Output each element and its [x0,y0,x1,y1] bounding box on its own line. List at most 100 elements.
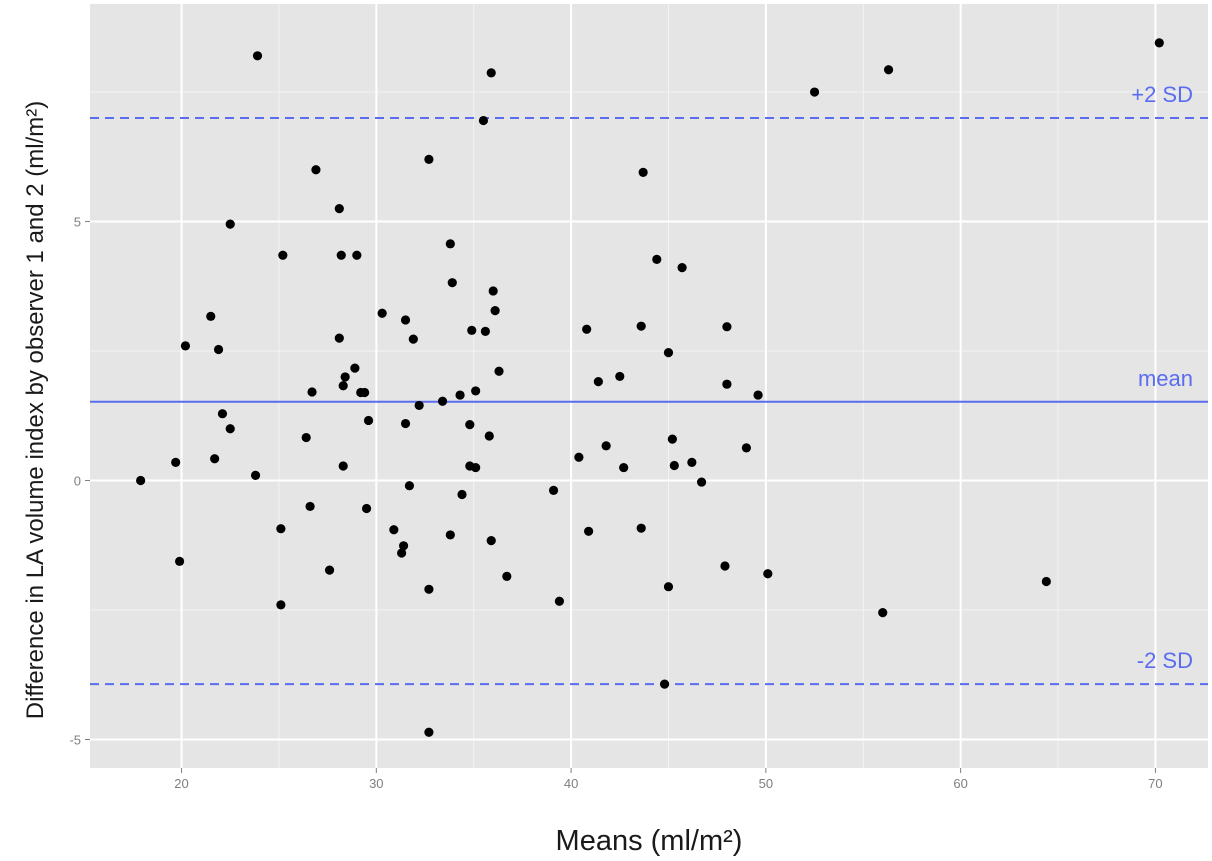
data-point [447,278,457,288]
data-point [352,250,362,260]
data-point [465,419,475,430]
data-point [663,582,674,592]
reference-label-mean: mean [1138,366,1193,391]
data-point [619,462,629,473]
x-tick-label: 50 [759,776,773,791]
data-point [389,525,399,535]
data-point [174,556,185,566]
data-point [741,443,751,453]
data-point [486,68,496,78]
data-point [424,584,434,594]
data-point [424,727,434,737]
data-point [663,347,674,358]
reference-label-minus-2-sd: -2 SD [1137,648,1193,673]
data-point [225,424,235,434]
data-point [687,457,697,467]
x-tick-label: 20 [174,776,188,791]
data-point [408,334,418,344]
data-point [398,541,409,551]
y-axis-ticks: 5 0 -5 [69,215,90,748]
data-point [307,387,317,397]
data-point [480,326,490,336]
data-point [400,315,411,325]
x-axis-ticks: 20 30 40 50 60 70 [174,768,1163,791]
data-point [225,219,235,229]
data-point [478,115,489,126]
data-point [809,87,820,97]
data-point [210,454,220,464]
data-point [659,679,670,689]
data-point [361,503,372,514]
data-point [404,481,415,491]
data-point [397,548,407,558]
data-point [883,65,894,75]
y-axis-title: Difference in LA volume index by observe… [22,101,49,720]
data-point [636,321,646,331]
data-point [424,154,434,164]
data-point [180,341,191,351]
data-point [502,571,512,581]
data-point [488,286,498,296]
data-point [311,165,321,175]
data-point [437,396,448,406]
plot-panel-background [90,4,1208,768]
data-point [276,524,286,534]
data-point [276,600,286,610]
data-point [677,263,687,273]
data-point [667,434,677,444]
data-point [696,477,707,487]
data-point [252,51,263,61]
data-point [350,363,360,373]
data-point [338,461,348,471]
data-point [554,596,565,606]
data-point [763,569,773,579]
data-point [301,432,311,443]
data-point [171,457,181,467]
data-point [722,322,732,332]
data-point [457,489,467,500]
data-point [574,452,584,462]
x-tick-label: 70 [1148,776,1162,791]
reference-lines: +2 SD mean -2 SD [90,82,1208,686]
data-point [638,167,648,177]
data-point [484,431,494,441]
x-tick-label: 40 [564,776,578,791]
data-point [490,306,500,316]
data-point [582,324,592,334]
x-axis-title: Means (ml/m²) [556,825,743,857]
x-tick-label: 60 [953,776,967,791]
data-point [636,523,646,533]
y-tick-label: 0 [74,474,81,489]
data-point [494,366,504,376]
data-point [652,254,662,264]
data-point [1154,38,1164,48]
data-point [445,530,455,540]
data-point [136,475,146,486]
data-point [455,390,465,400]
data-point [324,565,335,575]
data-point [471,386,481,396]
data-point [377,308,387,318]
data-point [878,608,888,618]
data-point [722,379,732,389]
data-point [669,460,679,471]
data-point [363,415,374,426]
data-point [1041,576,1051,587]
data-point [305,501,315,512]
data-point [615,371,625,382]
data-point [206,311,216,321]
data-point [720,561,730,571]
data-point [753,390,763,400]
data-point [334,333,344,343]
y-tick-label: -5 [69,733,81,748]
data-point [471,462,481,473]
data-point [250,470,261,480]
data-point [593,376,603,387]
data-point [445,239,455,249]
x-tick-label: 30 [369,776,383,791]
data-point [334,203,344,214]
data-point [217,409,228,419]
reference-label-plusminus-2-sd: +2 SD [1131,82,1193,107]
